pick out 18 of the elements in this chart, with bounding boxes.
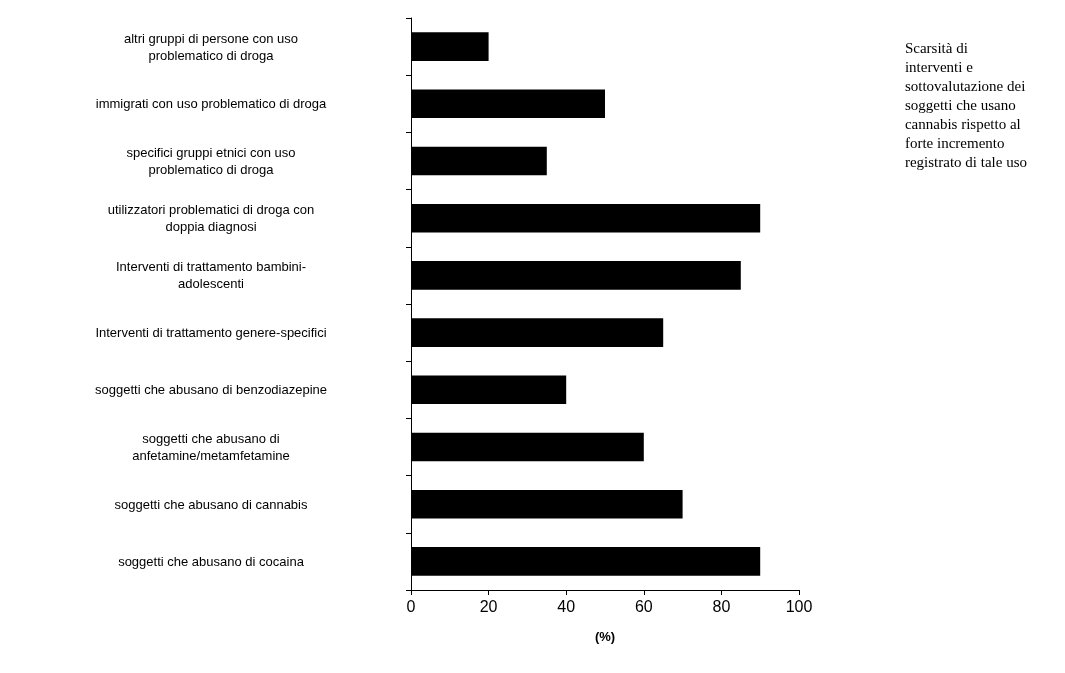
x-tick-label: 40 <box>557 597 576 615</box>
y-tick-label: utilizzatori problematici di droga con doppia diagnosi <box>107 202 315 235</box>
y-tick-label: soggetti che abusano di benzodiazepine <box>94 382 328 398</box>
text: Scarsità di interventi e sottovalutazione dei soggetti che usano cannabis rispetto al forte incremento registrato di tale uso <box>904 39 1028 170</box>
y-tick-label: immigrati con uso problematico di droga <box>95 96 328 112</box>
x-axis-title: (%) <box>594 629 616 644</box>
x-tick-label: 0 <box>406 597 416 615</box>
y-tick-label: Interventi di trattamento bambini- adolescenti <box>115 259 307 292</box>
y-tick-label: specifici gruppi etnici con uso problematico di droga <box>126 145 296 177</box>
x-tick-label: 60 <box>634 597 653 615</box>
y-tick-label: soggetti che abusano di cocaina <box>118 553 305 569</box>
x-tick-label: 80 <box>712 597 731 615</box>
x-tick-label: 100 <box>785 597 813 615</box>
y-tick-label: Interventi di trattamento genere-specifici <box>95 325 327 341</box>
y-tick-label: soggetti che abusano di cannabis <box>114 496 308 512</box>
y-tick-label: soggetti che abusano di anfetamine/metamfetamine <box>132 431 290 463</box>
y-tick-label: altri gruppi di persone con uso problematico di droga <box>123 30 299 63</box>
x-tick-label: 20 <box>479 597 498 615</box>
